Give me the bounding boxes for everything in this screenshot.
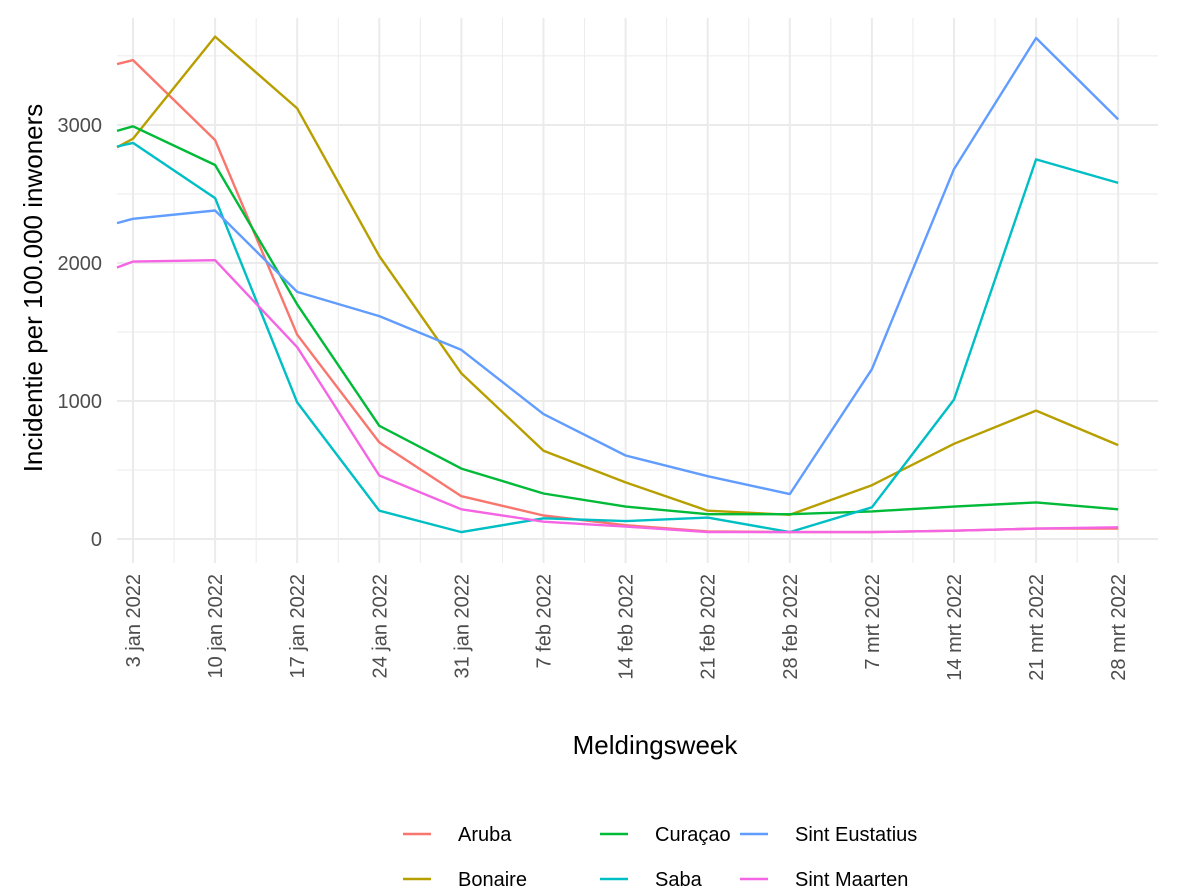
x-tick-label: 31 jan 2022: [451, 574, 473, 679]
y-tick-labels: 0 1000 2000 3000: [58, 115, 103, 551]
legend-label: Saba: [655, 869, 703, 891]
y-tick-label: 1000: [58, 391, 103, 413]
x-tick-label: 14 feb 2022: [616, 574, 638, 680]
x-tick-label: 28 feb 2022: [780, 574, 802, 680]
legend-label: Bonaire: [458, 869, 527, 891]
x-tick-label: 7 feb 2022: [534, 574, 556, 669]
x-tick-label: 24 jan 2022: [369, 574, 391, 679]
y-tick-label: 2000: [58, 253, 103, 275]
series-line-sint-eustatius: [116, 36, 1120, 496]
x-tick-label: 7 mrt 2022: [862, 574, 884, 670]
legend-label: Aruba: [458, 824, 512, 846]
y-axis-title: Incidentie per 100.000 inwoners: [18, 104, 48, 473]
x-tick-label: 10 jan 2022: [205, 574, 227, 679]
x-tick-label: 17 jan 2022: [287, 574, 309, 679]
series-lines: [116, 35, 1120, 534]
x-tick-labels: 3 jan 2022 10 jan 2022 17 jan 2022 24 jan 2…: [123, 574, 1130, 681]
series-line-cura-ao: [116, 125, 1119, 516]
legend: Aruba Bonaire Curaçao Saba Sint Eustatius Sin…: [403, 824, 917, 891]
legend-label: Curaçao: [655, 824, 731, 846]
legend-label: Sint Eustatius: [795, 824, 917, 846]
x-tick-label: 3 jan 2022: [123, 574, 145, 667]
series-line-sint-maarten: [116, 259, 1119, 534]
x-tick-label: 21 feb 2022: [698, 574, 720, 680]
series-line-bonaire: [116, 35, 1119, 516]
series-line-saba: [116, 141, 1119, 534]
x-axis-title: Meldingsweek: [573, 730, 739, 760]
x-tick-label: 21 mrt 2022: [1026, 574, 1048, 681]
series-line-aruba: [116, 58, 1119, 534]
legend-label: Sint Maarten: [795, 869, 908, 891]
x-tick-label: 28 mrt 2022: [1108, 574, 1130, 681]
y-tick-label: 3000: [58, 115, 103, 137]
x-tick-label: 14 mrt 2022: [944, 574, 966, 681]
gridlines: [117, 18, 1158, 563]
y-tick-label: 0: [91, 529, 102, 551]
